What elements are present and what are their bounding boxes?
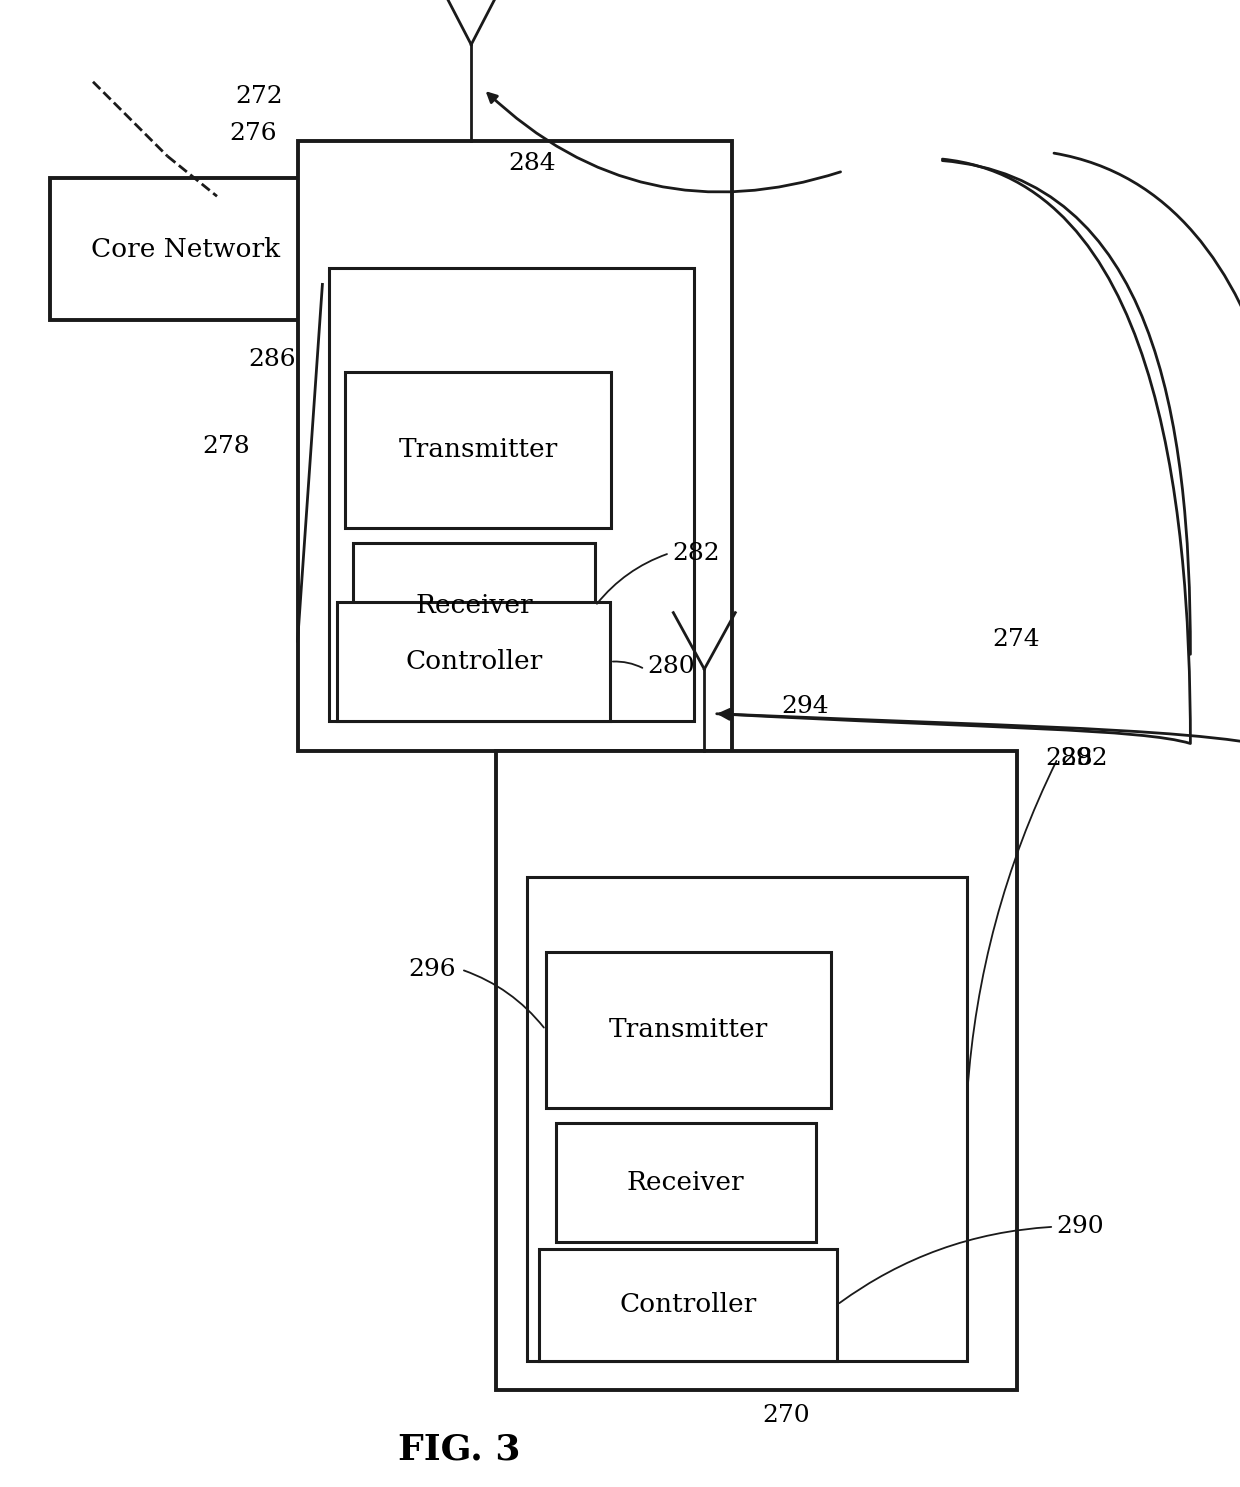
Bar [353,543,595,669]
Bar [527,877,967,1361]
Text: Core Network: Core Network [92,236,280,262]
Bar [546,952,831,1108]
Text: 270: 270 [763,1404,810,1428]
Text: 296: 296 [409,958,456,981]
Bar [345,372,611,528]
Text: Transmitter: Transmitter [398,437,558,462]
Text: FIG. 3: FIG. 3 [398,1433,520,1466]
Bar [50,178,322,320]
Bar [298,141,732,751]
Text: 280: 280 [647,654,694,678]
FancyArrowPatch shape [720,153,1240,758]
Text: 292: 292 [1060,746,1107,770]
Bar [496,751,1017,1390]
Bar [556,1123,816,1242]
Text: 278: 278 [202,434,249,458]
Text: Controller: Controller [620,1292,756,1317]
Text: 274: 274 [992,628,1039,651]
Text: 282: 282 [672,541,719,565]
Text: Controller: Controller [405,650,542,674]
Text: Transmitter: Transmitter [609,1017,768,1042]
Text: 284: 284 [508,152,556,175]
Text: 294: 294 [781,694,828,718]
Bar [337,602,610,721]
FancyArrowPatch shape [717,159,1190,744]
Text: 276: 276 [229,122,277,146]
Text: 286: 286 [248,348,295,372]
Bar [329,268,694,721]
Text: Receiver: Receiver [627,1170,744,1194]
FancyArrowPatch shape [942,161,1190,654]
Text: 272: 272 [236,85,283,109]
Text: 288: 288 [1045,746,1092,770]
Text: Receiver: Receiver [415,593,533,619]
Text: 290: 290 [1056,1215,1104,1239]
Bar [539,1249,837,1361]
